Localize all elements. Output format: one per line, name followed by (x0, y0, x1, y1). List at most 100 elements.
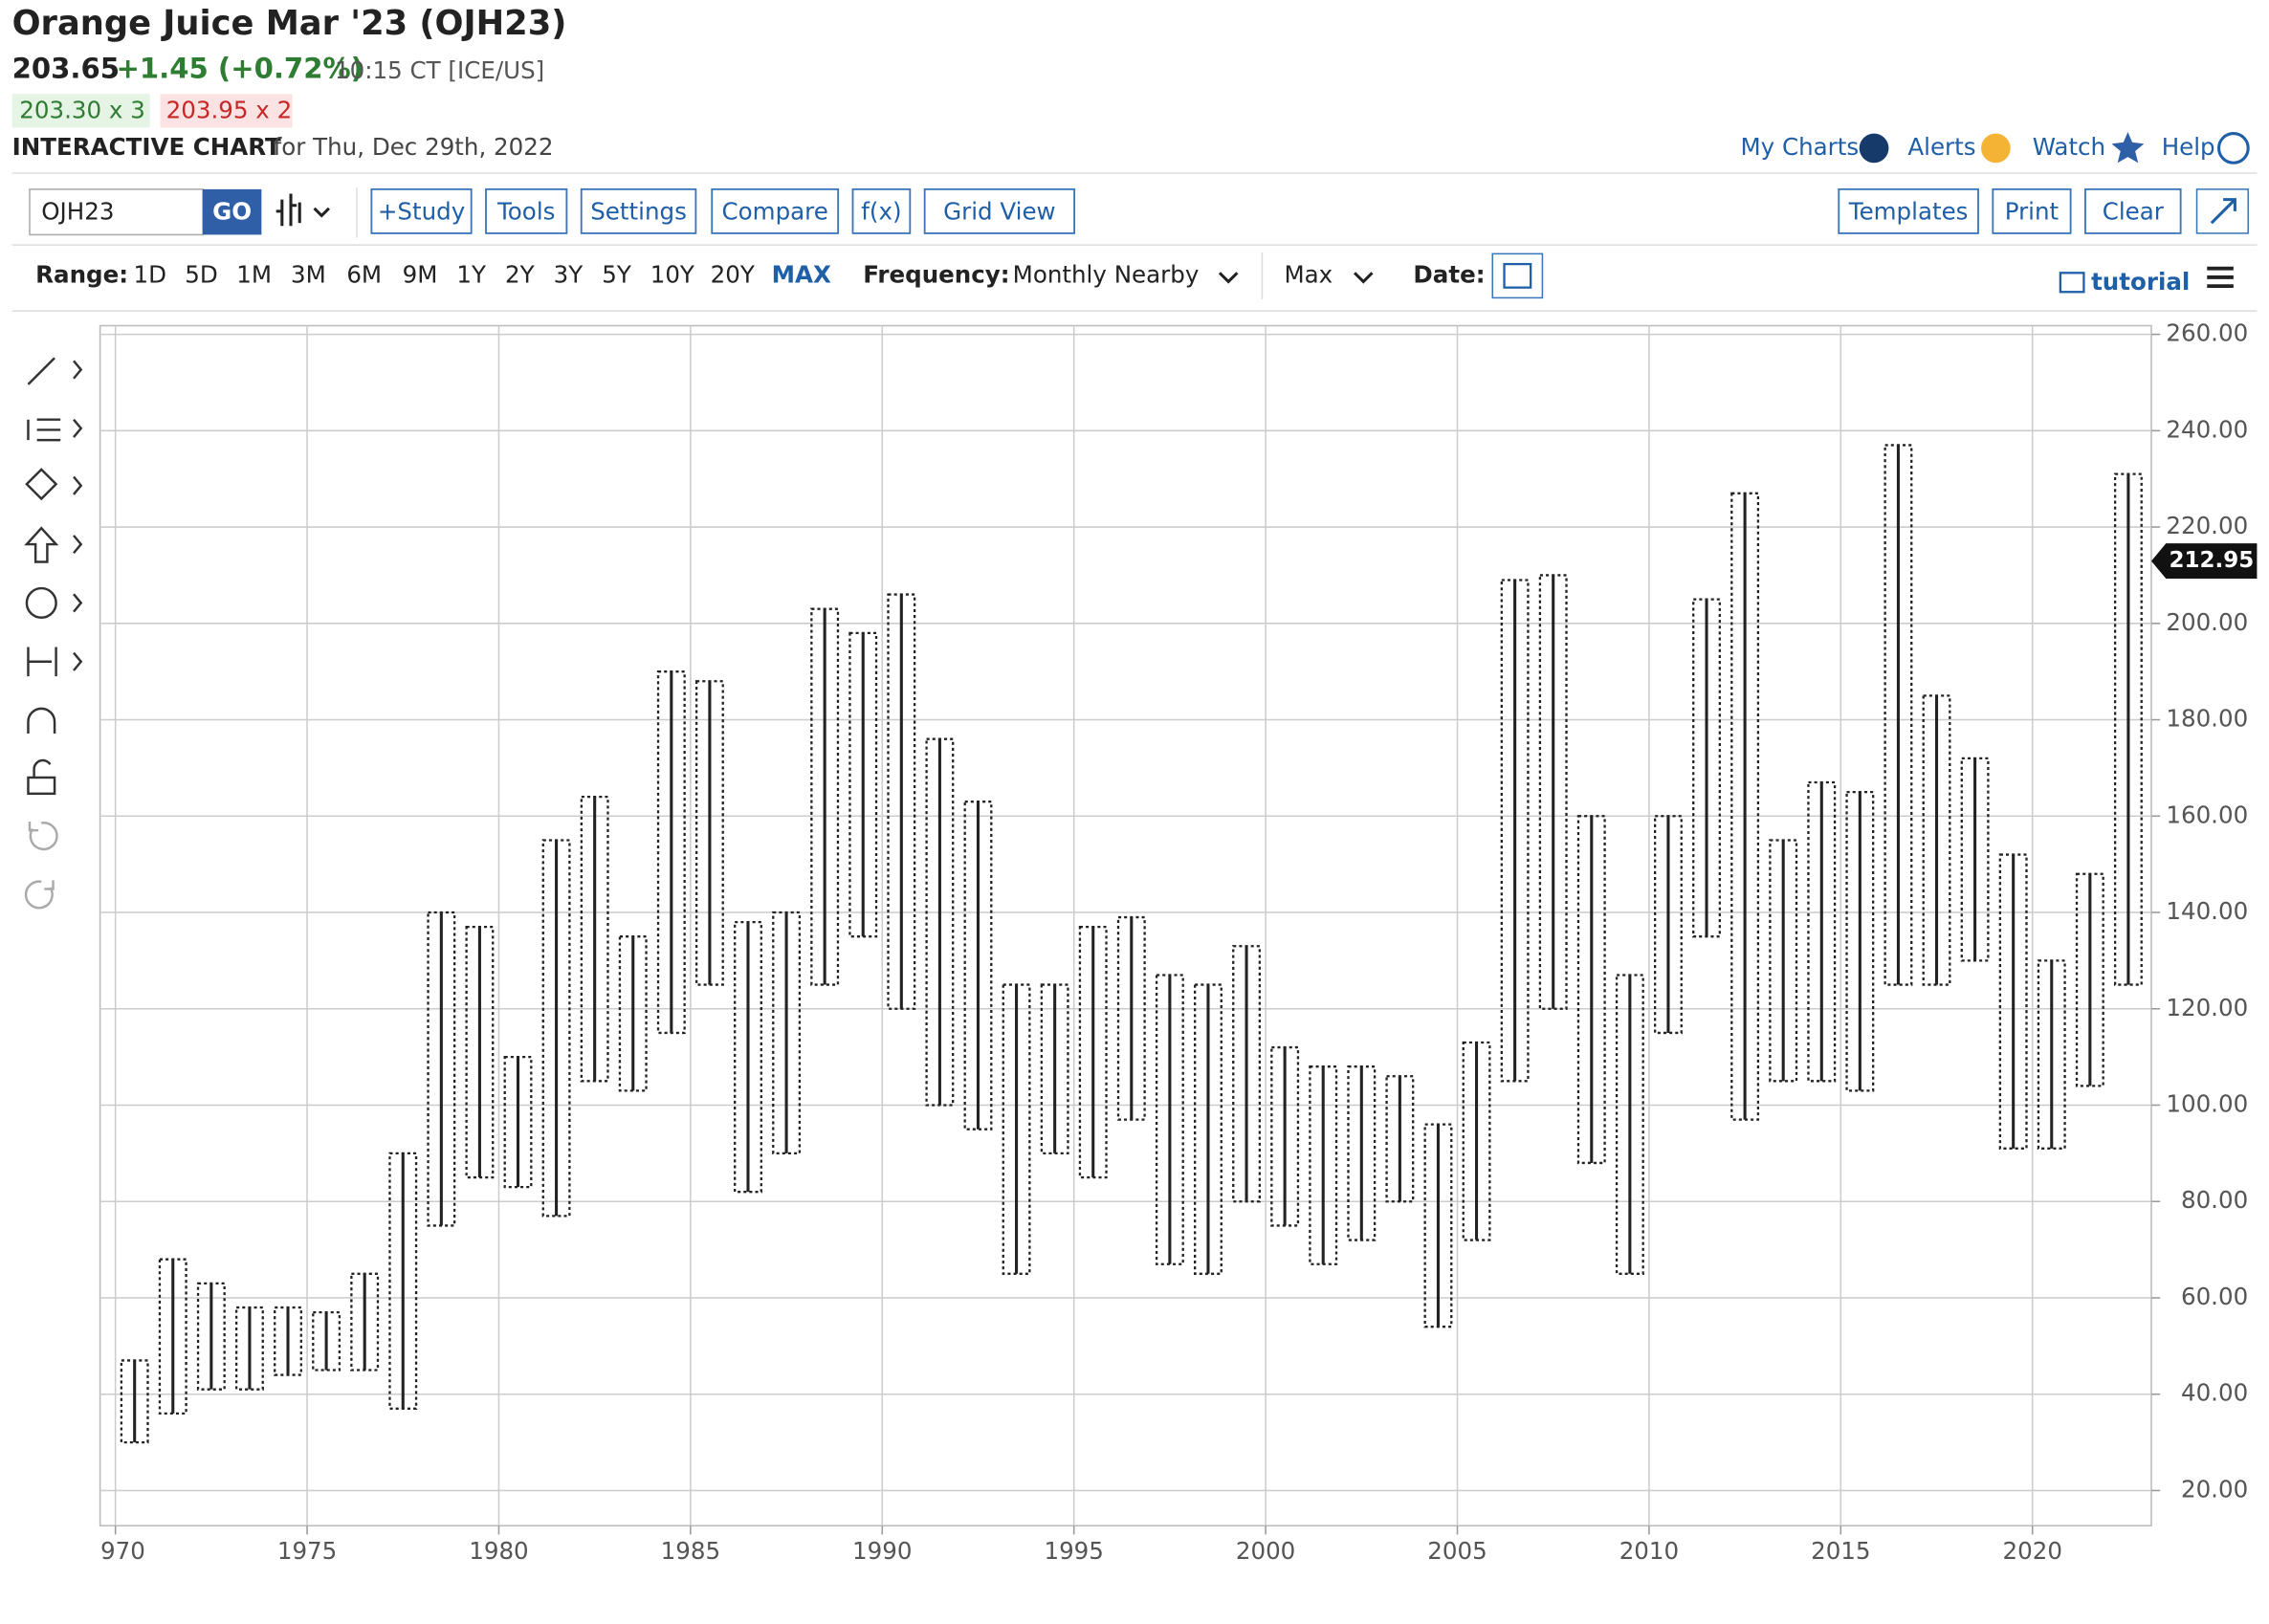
button-label: Templates (1848, 197, 1969, 225)
range-option[interactable]: 1M (236, 260, 272, 288)
top-link[interactable]: My Charts (1740, 133, 1859, 161)
x-tick-label: 1985 (661, 1537, 720, 1565)
x-tick-label: 2020 (2003, 1537, 2062, 1565)
menu-icon[interactable] (2207, 266, 2234, 289)
price-change: +1.45 (+0.72%) (116, 53, 363, 85)
toolbar-button[interactable]: Compare (711, 187, 840, 234)
button-label: Compare (722, 197, 828, 225)
go-label: GO (212, 197, 252, 225)
top-link[interactable]: Alerts (1907, 133, 1975, 161)
range-label: Range: (35, 260, 128, 288)
x-tick-label: 2000 (1236, 1537, 1295, 1565)
toolbar-button[interactable]: Grid View (923, 187, 1076, 234)
range-option[interactable]: 3Y (554, 260, 584, 288)
toolbar-button[interactable]: Clear (2084, 187, 2182, 234)
calendar-icon (1503, 262, 1532, 289)
button-frame (580, 187, 697, 234)
button-frame (2084, 187, 2182, 234)
toolbar-button[interactable]: Tools (485, 187, 568, 234)
range-option[interactable]: MAX (772, 260, 831, 288)
range-option[interactable]: 10Y (650, 260, 695, 288)
link-icon (2217, 132, 2250, 165)
ask-box (160, 94, 293, 128)
range-option[interactable]: 6M (346, 260, 382, 288)
symbol: OJH23 (41, 197, 114, 225)
ask: 203.95 x 2 (166, 97, 293, 124)
go-button[interactable] (202, 188, 262, 235)
y-tick-label: 180.00 (2166, 705, 2248, 733)
toolbar-button[interactable]: +Study (370, 187, 473, 234)
range-option[interactable]: 1Y (456, 260, 487, 288)
y-tick-label: 20.00 (2181, 1475, 2248, 1503)
toolbar-button[interactable]: f(x) (851, 187, 912, 234)
date-button[interactable] (1491, 252, 1544, 299)
button-frame (711, 187, 840, 234)
undo-redo (24, 821, 58, 910)
x-tick-label: 2005 (1427, 1537, 1487, 1565)
expand-icon (2210, 198, 2236, 225)
button-frame (923, 187, 1076, 234)
button-frame (485, 187, 568, 234)
y-tick-label: 40.00 (2181, 1379, 2248, 1407)
x-tick-label: 1990 (852, 1537, 912, 1565)
button-frame (851, 187, 912, 234)
x-tick-label: 2010 (1619, 1537, 1679, 1565)
chart-label: INTERACTIVE CHART (12, 133, 281, 161)
button-label: Print (2005, 197, 2060, 225)
expand-button[interactable] (2195, 188, 2249, 234)
y-tick-label: 240.00 (2166, 415, 2248, 443)
symbol-input[interactable] (29, 188, 204, 236)
button-label: Settings (590, 197, 687, 225)
top-link[interactable]: Watch (2033, 133, 2105, 161)
top-link[interactable]: Help (2162, 133, 2215, 161)
frequency[interactable]: Monthly Nearby (1013, 260, 1200, 288)
range-option[interactable]: 9M (403, 260, 438, 288)
drawing-tools (24, 357, 83, 796)
toolbar-button[interactable]: Print (1992, 187, 2072, 234)
y-tick-label: 260.00 (2166, 319, 2248, 347)
button-label: Grid View (943, 197, 1056, 225)
toolbar-button[interactable]: Templates (1838, 187, 1979, 234)
range-option[interactable]: 1D (134, 260, 167, 288)
frequency-label: Frequency: (863, 260, 1009, 288)
button-label: f(x) (861, 197, 901, 225)
star-icon (2111, 132, 2145, 164)
button-label: +Study (378, 197, 465, 225)
button-frame (1838, 187, 1979, 234)
last-value-marker (2150, 543, 2258, 579)
max-select[interactable]: Max (1284, 260, 1333, 288)
quote-time: 10:15 CT [ICE/US] (335, 56, 544, 84)
last-price: 203.65 (12, 53, 120, 85)
plot-frame (99, 324, 2152, 1526)
x-tick-label: 1970 (85, 1537, 144, 1565)
y-tick-label: 220.00 (2166, 512, 2248, 539)
button-label: Clear (2103, 197, 2165, 225)
button-frame (370, 187, 473, 234)
dropdown-arrows (1218, 272, 1374, 284)
range-option[interactable]: 5D (185, 260, 218, 288)
y-tick-label: 200.00 (2166, 608, 2248, 636)
y-tick-label: 100.00 (2166, 1090, 2248, 1118)
link-icon (1859, 133, 1889, 164)
range-option[interactable]: 3M (291, 260, 326, 288)
x-tick-label: 1980 (469, 1537, 528, 1565)
range-option[interactable]: 2Y (505, 260, 536, 288)
y-tick-label: 120.00 (2166, 994, 2248, 1021)
x-tick-label: 1995 (1044, 1537, 1103, 1565)
y-tick-label: 60.00 (2181, 1283, 2248, 1310)
tutorial[interactable]: tutorial (2091, 268, 2190, 296)
chart-type-icon[interactable] (275, 193, 330, 227)
tutorial-icon (2059, 272, 2085, 294)
toolbar-button[interactable]: Settings (580, 187, 697, 234)
range-option[interactable]: 20Y (711, 260, 756, 288)
range-option[interactable]: 5Y (602, 260, 632, 288)
y-tick-label: 160.00 (2166, 801, 2248, 828)
y-tick-label: 80.00 (2181, 1186, 2248, 1214)
y-tick-label: 140.00 (2166, 897, 2248, 925)
x-tick-label: 1975 (277, 1537, 337, 1565)
button-label: Tools (496, 197, 555, 225)
chart-date: for Thu, Dec 29th, 2022 (274, 133, 554, 161)
bid-box (11, 94, 150, 128)
